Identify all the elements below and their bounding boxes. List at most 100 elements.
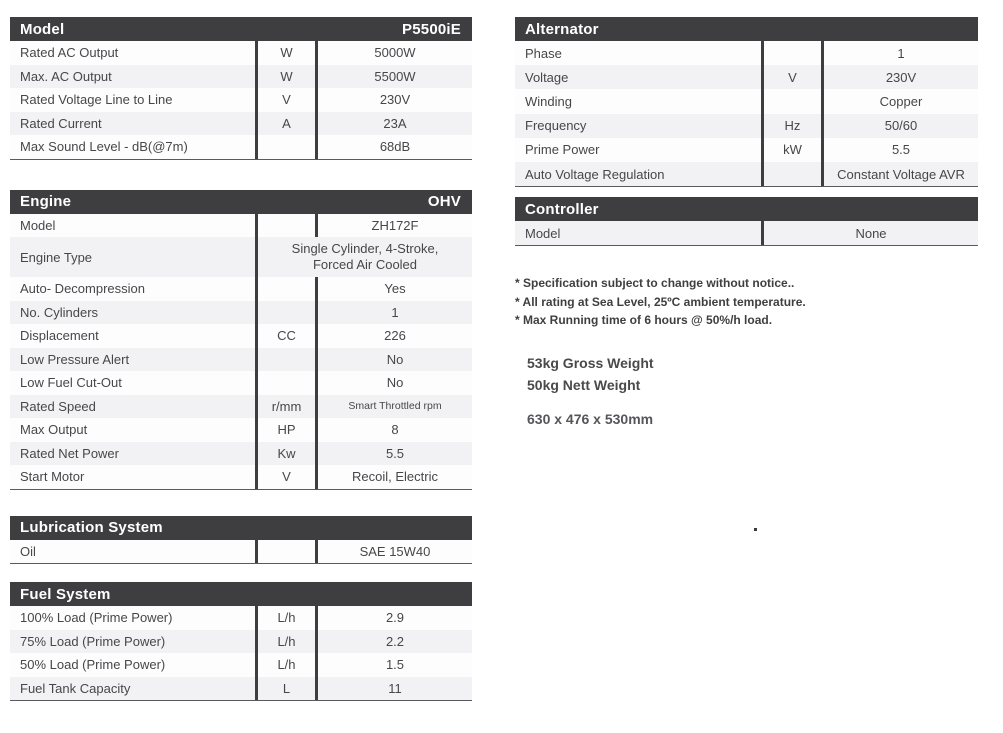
engine-row-2: Auto- Decompression Yes <box>10 277 472 301</box>
row-value: 5.5 <box>385 445 405 461</box>
engine-table-body: Model ZH172F Engine Type Single Cylinder, 4… <box>10 213 472 489</box>
row-value: 23A <box>383 115 407 131</box>
controller-table-header: Controller <box>515 197 978 222</box>
footnote-2: * All rating at Sea Level, 25ºC ambient … <box>515 294 806 309</box>
row-value: 2.9 <box>385 610 405 626</box>
fuel-table-title: Fuel System <box>20 585 111 603</box>
gross-weight: 53kg Gross Weight <box>527 354 654 371</box>
row-unit: W <box>255 41 318 65</box>
engine-row-1: Engine Type Single Cylinder, 4-Stroke, Fo… <box>10 237 472 277</box>
lubrication-row-0: Oil SAE 15W40 <box>10 539 472 563</box>
row-label: Prime Power <box>525 142 600 158</box>
row-unit: CC <box>255 324 318 348</box>
row-value: 5.5 <box>891 142 911 158</box>
engine-table-header: Engine OHV <box>10 189 472 214</box>
row-label: Voltage <box>525 69 569 85</box>
alternator-row-1: Voltage V 230V <box>515 65 978 90</box>
row-unit: A <box>255 111 318 135</box>
row-unit: L/h <box>255 606 318 630</box>
print-artifact-dot <box>754 528 757 531</box>
row-label: Frequency <box>525 118 587 134</box>
engine-table-title-right: OHV <box>427 193 461 210</box>
row-label: Rated Voltage Line to Line <box>20 92 173 108</box>
lubrication-table-body: Oil SAE 15W40 <box>10 539 472 563</box>
row-unit <box>255 277 318 301</box>
row-value: 2.2 <box>385 633 405 649</box>
controller-row-0: Model None <box>515 221 978 246</box>
fuel-row-1: 75% Load (Prime Power) L/h 2.2 <box>10 629 472 653</box>
model-spec-table: Model P5500iE Rated AC Output W 5000W Max. … <box>10 17 472 160</box>
alternator-row-0: Phase 1 <box>515 41 978 66</box>
model-row-1: Max. AC Output W 5500W <box>10 64 472 88</box>
controller-table-body: Model None <box>515 221 978 246</box>
row-label: Oil <box>20 543 36 559</box>
row-label: Model <box>525 225 561 241</box>
row-value: 230V <box>885 69 917 85</box>
fuel-row-3: Fuel Tank Capacity L 11 <box>10 676 472 700</box>
row-unit: Kw <box>255 441 318 465</box>
row-value: Recoil, Electric <box>352 469 438 485</box>
fuel-table-header: Fuel System <box>10 582 472 606</box>
row-value: No <box>386 351 404 367</box>
row-label: Fuel Tank Capacity <box>20 680 131 696</box>
engine-row-10: Start Motor V Recoil, Electric <box>10 465 472 489</box>
left-column: Model P5500iE Rated AC Output W 5000W Max. … <box>10 17 472 701</box>
engine-spec-table: Engine OHV Model ZH172F Engine Type Single … <box>10 189 472 490</box>
row-label: 100% Load (Prime Power) <box>20 610 173 626</box>
row-label: Low Fuel Cut-Out <box>20 375 122 391</box>
row-label: Model <box>20 217 56 233</box>
lubrication-table-title: Lubrication System <box>20 519 163 536</box>
row-value: 5500W <box>374 68 416 84</box>
model-row-4: Max Sound Level - dB(@7m) 68dB <box>10 135 472 159</box>
row-unit <box>761 161 824 187</box>
row-value: None <box>761 221 978 246</box>
row-unit: r/mm <box>255 394 318 418</box>
engine-row-9: Rated Net Power Kw 5.5 <box>10 441 472 465</box>
row-value: 68dB <box>379 139 411 155</box>
lubrication-table-header: Lubrication System <box>10 515 472 540</box>
engine-row-8: Max Output HP 8 <box>10 418 472 442</box>
row-value: Single Cylinder, 4-Stroke, Forced Air Co… <box>255 237 472 277</box>
model-table-title: Model <box>20 20 65 38</box>
row-label: Rated Current <box>20 115 102 131</box>
row-value: 230V <box>379 92 411 108</box>
row-value: Yes <box>384 281 406 297</box>
footnote-3: * Max Running time of 6 hours @ 50%/h lo… <box>515 313 773 328</box>
fuel-row-0: 100% Load (Prime Power) L/h 2.9 <box>10 606 472 630</box>
row-unit <box>255 300 318 324</box>
engine-row-7: Rated Speed r/mm Smart Throttled rpm <box>10 394 472 418</box>
lubrication-spec-table: Lubrication System Oil SAE 15W40 <box>10 515 472 564</box>
fuel-row-2: 50% Load (Prime Power) L/h 1.5 <box>10 653 472 677</box>
row-label: Max. AC Output <box>20 68 112 84</box>
controller-table-title: Controller <box>525 200 599 218</box>
row-label: Winding <box>525 93 572 109</box>
row-label: Start Motor <box>20 469 85 485</box>
row-unit: L/h <box>255 629 318 653</box>
row-unit <box>255 371 318 395</box>
alternator-table-header: Alternator <box>515 17 978 41</box>
alternator-row-3: Frequency Hz 50/60 <box>515 113 978 138</box>
model-table-title-right: P5500iE <box>402 20 461 38</box>
row-label: Rated AC Output <box>20 45 119 61</box>
row-label: Engine Type <box>20 249 93 265</box>
row-unit <box>255 135 318 159</box>
dimensions-text: 630 x 476 x 530mm <box>527 410 654 427</box>
row-unit <box>255 347 318 371</box>
row-label: Rated Net Power <box>20 445 119 461</box>
row-label: No. Cylinders <box>20 304 99 320</box>
fuel-spec-table: Fuel System 100% Load (Prime Power) L/h 2.… <box>10 582 472 701</box>
row-value: 8 <box>391 422 399 438</box>
engine-row-4: Displacement CC 226 <box>10 324 472 348</box>
model-table-body: Rated AC Output W 5000W Max. AC Output W 5500… <box>10 41 472 159</box>
row-label: Phase <box>525 45 562 61</box>
footnotes: * Specification subject to change withou… <box>515 274 978 330</box>
row-label: 75% Load (Prime Power) <box>20 633 166 649</box>
row-unit: Hz <box>761 113 824 138</box>
model-row-3: Rated Current A 23A <box>10 111 472 135</box>
engine-row-6: Low Fuel Cut-Out No <box>10 371 472 395</box>
row-unit: L/h <box>255 653 318 677</box>
fuel-table-body: 100% Load (Prime Power) L/h 2.9 75% Load (P… <box>10 606 472 700</box>
row-label: Low Pressure Alert <box>20 351 130 367</box>
row-value: Copper <box>879 93 923 109</box>
